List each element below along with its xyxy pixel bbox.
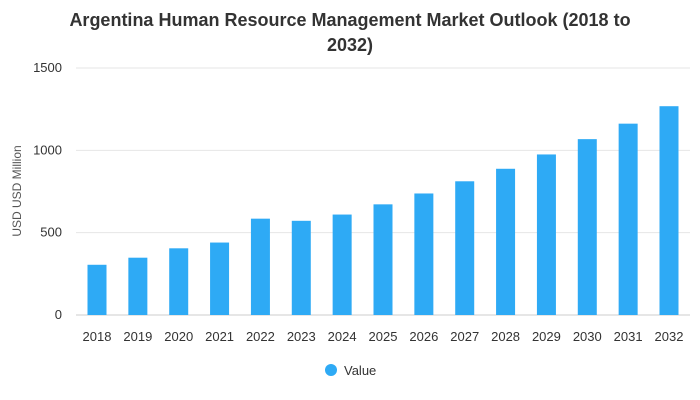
y-tick-label: 500 — [40, 225, 62, 240]
y-tick-label: 1000 — [33, 142, 62, 157]
x-tick-label: 2025 — [369, 329, 398, 344]
chart-title-line-2: 2032) — [326, 35, 374, 55]
x-tick-label: 2027 — [450, 329, 479, 344]
legend-label-value: Value — [344, 363, 376, 378]
bar-2026[interactable] — [414, 193, 434, 315]
x-tick-label: 2029 — [532, 329, 561, 344]
bar-2023[interactable] — [291, 220, 311, 315]
x-tick-label: 2019 — [123, 329, 152, 344]
x-tick-label: 2024 — [328, 329, 357, 344]
y-tick-label: 0 — [55, 307, 62, 322]
x-tick-label: 2023 — [287, 329, 316, 344]
x-tick-label: 2031 — [614, 329, 643, 344]
bar-2028[interactable] — [496, 168, 516, 315]
x-tick-label: 2021 — [205, 329, 234, 344]
bar-2021[interactable] — [210, 242, 230, 315]
y-axis-title: USD USD Million — [10, 145, 24, 236]
x-tick-label: 2030 — [573, 329, 602, 344]
bar-2032[interactable] — [659, 106, 679, 315]
legend[interactable]: Value — [325, 363, 376, 378]
chart-title-line-1: Argentina Human Resource Management Mark… — [69, 10, 631, 30]
bar-2024[interactable] — [332, 214, 352, 315]
y-axis-ticks: 0 500 1000 1500 — [33, 60, 62, 322]
bar-2031[interactable] — [618, 123, 638, 315]
bar-2029[interactable] — [536, 154, 556, 315]
bar-2022[interactable] — [250, 218, 270, 315]
bar-2020[interactable] — [169, 248, 189, 315]
y-tick-label: 1500 — [33, 60, 62, 75]
bar-2025[interactable] — [373, 204, 393, 315]
bars — [87, 106, 679, 315]
bar-2030[interactable] — [577, 139, 597, 315]
x-tick-label: 2032 — [655, 329, 684, 344]
x-tick-label: 2018 — [83, 329, 112, 344]
bar-2018[interactable] — [87, 264, 107, 315]
x-tick-label: 2022 — [246, 329, 275, 344]
x-tick-label: 2028 — [491, 329, 520, 344]
bar-2019[interactable] — [128, 257, 148, 315]
x-tick-label: 2020 — [164, 329, 193, 344]
legend-swatch-value — [325, 364, 337, 376]
chart-title: Argentina Human Resource Management Mark… — [0, 8, 700, 58]
bar-2027[interactable] — [455, 181, 475, 315]
x-axis-ticks: 2018 2019 2020 2021 2022 2023 2024 2025 2026 2027… — [83, 329, 684, 344]
x-tick-label: 2026 — [409, 329, 438, 344]
